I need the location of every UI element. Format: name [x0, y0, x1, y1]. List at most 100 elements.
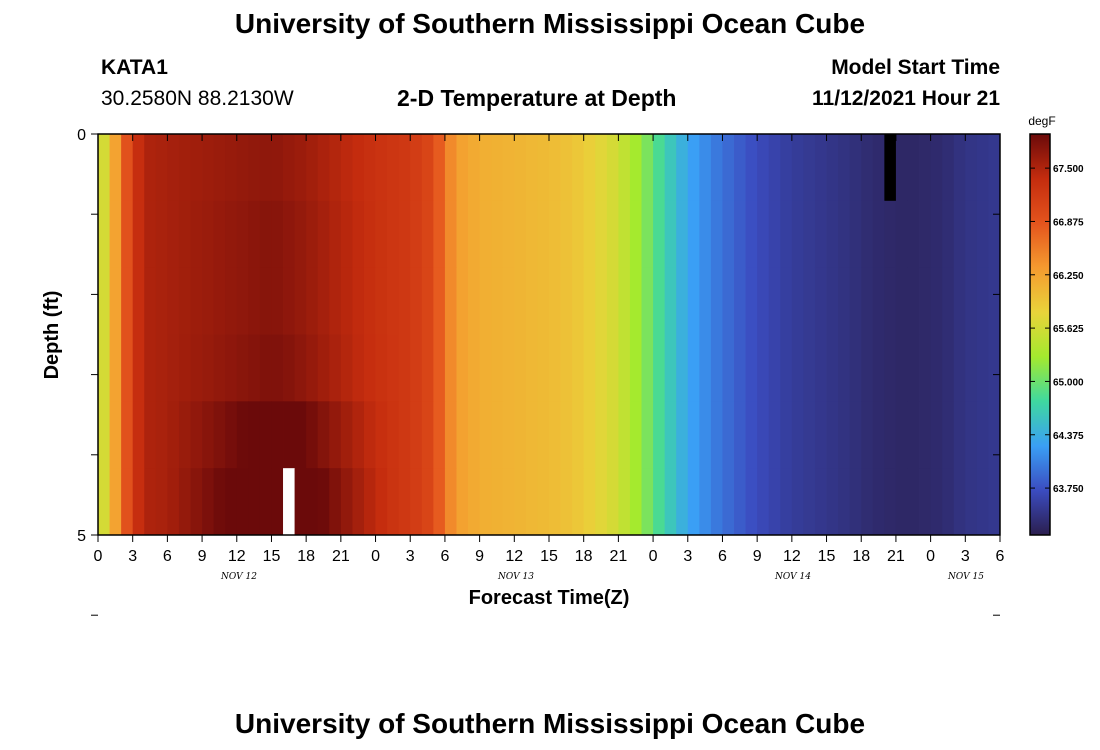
heatmap-cell	[190, 267, 203, 335]
heatmap-cell	[872, 267, 885, 335]
heatmap-cell	[398, 200, 411, 269]
page-title: University of Southern Mississippi Ocean…	[234, 8, 866, 39]
heatmap-cell	[352, 200, 365, 269]
heatmap-cell	[98, 200, 110, 269]
heatmap-cell	[838, 401, 851, 469]
heatmap-cell	[363, 134, 376, 202]
heatmap-cell	[653, 468, 666, 536]
heatmap-cell	[444, 134, 457, 202]
heatmap-cell	[121, 134, 134, 202]
heatmap-cell	[178, 134, 191, 202]
heatmap-cell	[190, 401, 203, 469]
heatmap-cell	[710, 334, 723, 402]
heatmap-cell	[167, 134, 180, 202]
colorbar-tick-label: 66.250	[1053, 271, 1084, 282]
heatmap-cell	[387, 134, 400, 202]
heatmap-cell	[803, 267, 816, 335]
heatmap-cell	[722, 267, 735, 335]
heatmap-cell	[849, 267, 862, 335]
x-tick-label: 0	[926, 548, 935, 565]
heatmap-cell	[653, 401, 666, 469]
heatmap-cell	[745, 401, 758, 469]
heatmap-cell	[965, 401, 978, 469]
heatmap-cell	[236, 200, 249, 269]
heatmap-cell	[849, 468, 862, 536]
heatmap-cell	[583, 200, 596, 269]
colorbar: degF 67.500 66.875 66.250 65.625 65.000 64.37…	[1028, 114, 1084, 536]
heatmap-cell	[491, 200, 504, 269]
heatmap-cell	[421, 334, 434, 402]
heatmap-cell	[838, 200, 851, 269]
heatmap-cell	[190, 134, 203, 202]
heatmap-cell	[398, 134, 411, 202]
heatmap-cell	[907, 401, 920, 469]
heatmap-cell	[433, 134, 446, 202]
heatmap-cell	[976, 334, 989, 402]
heatmap-cell	[167, 401, 180, 469]
heatmap-cell	[780, 134, 793, 202]
heatmap-cell	[664, 134, 677, 202]
heatmap-cell	[433, 401, 446, 469]
heatmap-cell	[502, 134, 515, 202]
heatmap-cell	[294, 200, 307, 269]
heatmap-cell	[155, 334, 168, 402]
heatmap-cell	[178, 401, 191, 469]
heatmap-cell	[942, 401, 955, 469]
heatmap-cell	[433, 334, 446, 402]
heatmap-cell	[121, 401, 134, 469]
heatmap-cell	[976, 200, 989, 269]
heatmap-cell	[375, 134, 388, 202]
heatmap-cell	[259, 134, 272, 202]
heatmap-cell	[791, 267, 804, 335]
heatmap-cell	[803, 401, 816, 469]
heatmap-cell	[618, 334, 631, 402]
heatmap-cell	[930, 267, 943, 335]
heatmap-cell	[907, 468, 920, 536]
heatmap-cell	[653, 267, 666, 335]
heatmap-cell	[178, 334, 191, 402]
heatmap-cell	[895, 134, 908, 202]
heatmap-cell	[433, 267, 446, 335]
heatmap-cell	[560, 200, 573, 269]
heatmap-cell	[653, 200, 666, 269]
heatmap-cell	[618, 401, 631, 469]
heatmap-cell	[687, 200, 700, 269]
station-coords: 30.2580N 88.2130W	[101, 87, 294, 110]
heatmap-cell	[213, 401, 226, 469]
heatmap-cell	[838, 334, 851, 402]
heatmap-cell	[560, 267, 573, 335]
heatmap-cell	[791, 134, 804, 202]
heatmap-cell	[132, 134, 145, 202]
heatmap-cell	[271, 468, 284, 536]
heatmap-cell	[965, 334, 978, 402]
heatmap-cell	[560, 334, 573, 402]
heatmap-cell	[988, 401, 1001, 469]
heatmap-cell	[444, 200, 457, 269]
heatmap-cell	[525, 334, 538, 402]
heatmap-cell	[456, 401, 469, 469]
heatmap-cell	[676, 267, 689, 335]
heatmap-cell	[236, 401, 249, 469]
heatmap-cell	[953, 401, 966, 469]
heatmap-cell	[919, 401, 932, 469]
heatmap-cell	[849, 401, 862, 469]
heatmap-cell	[549, 134, 561, 202]
heatmap-cell	[664, 334, 677, 402]
heatmap-cell	[595, 267, 608, 335]
heatmap-cell	[757, 200, 770, 269]
heatmap-cell	[248, 334, 261, 402]
heatmap-cell	[895, 200, 908, 269]
heatmap-cell	[317, 334, 330, 402]
heatmap-cell	[363, 468, 376, 536]
heatmap-cell	[329, 401, 342, 469]
heatmap-cell	[213, 267, 226, 335]
heatmap-cell	[387, 267, 400, 335]
heatmap-cell	[757, 468, 770, 536]
heatmap-cell	[699, 200, 712, 269]
heatmap-cell	[849, 200, 862, 269]
heatmap-cell	[202, 468, 215, 536]
heatmap-cell	[549, 200, 561, 269]
heatmap-cell	[514, 468, 527, 536]
heatmap-cell	[155, 468, 168, 536]
heatmap-cell	[919, 468, 932, 536]
